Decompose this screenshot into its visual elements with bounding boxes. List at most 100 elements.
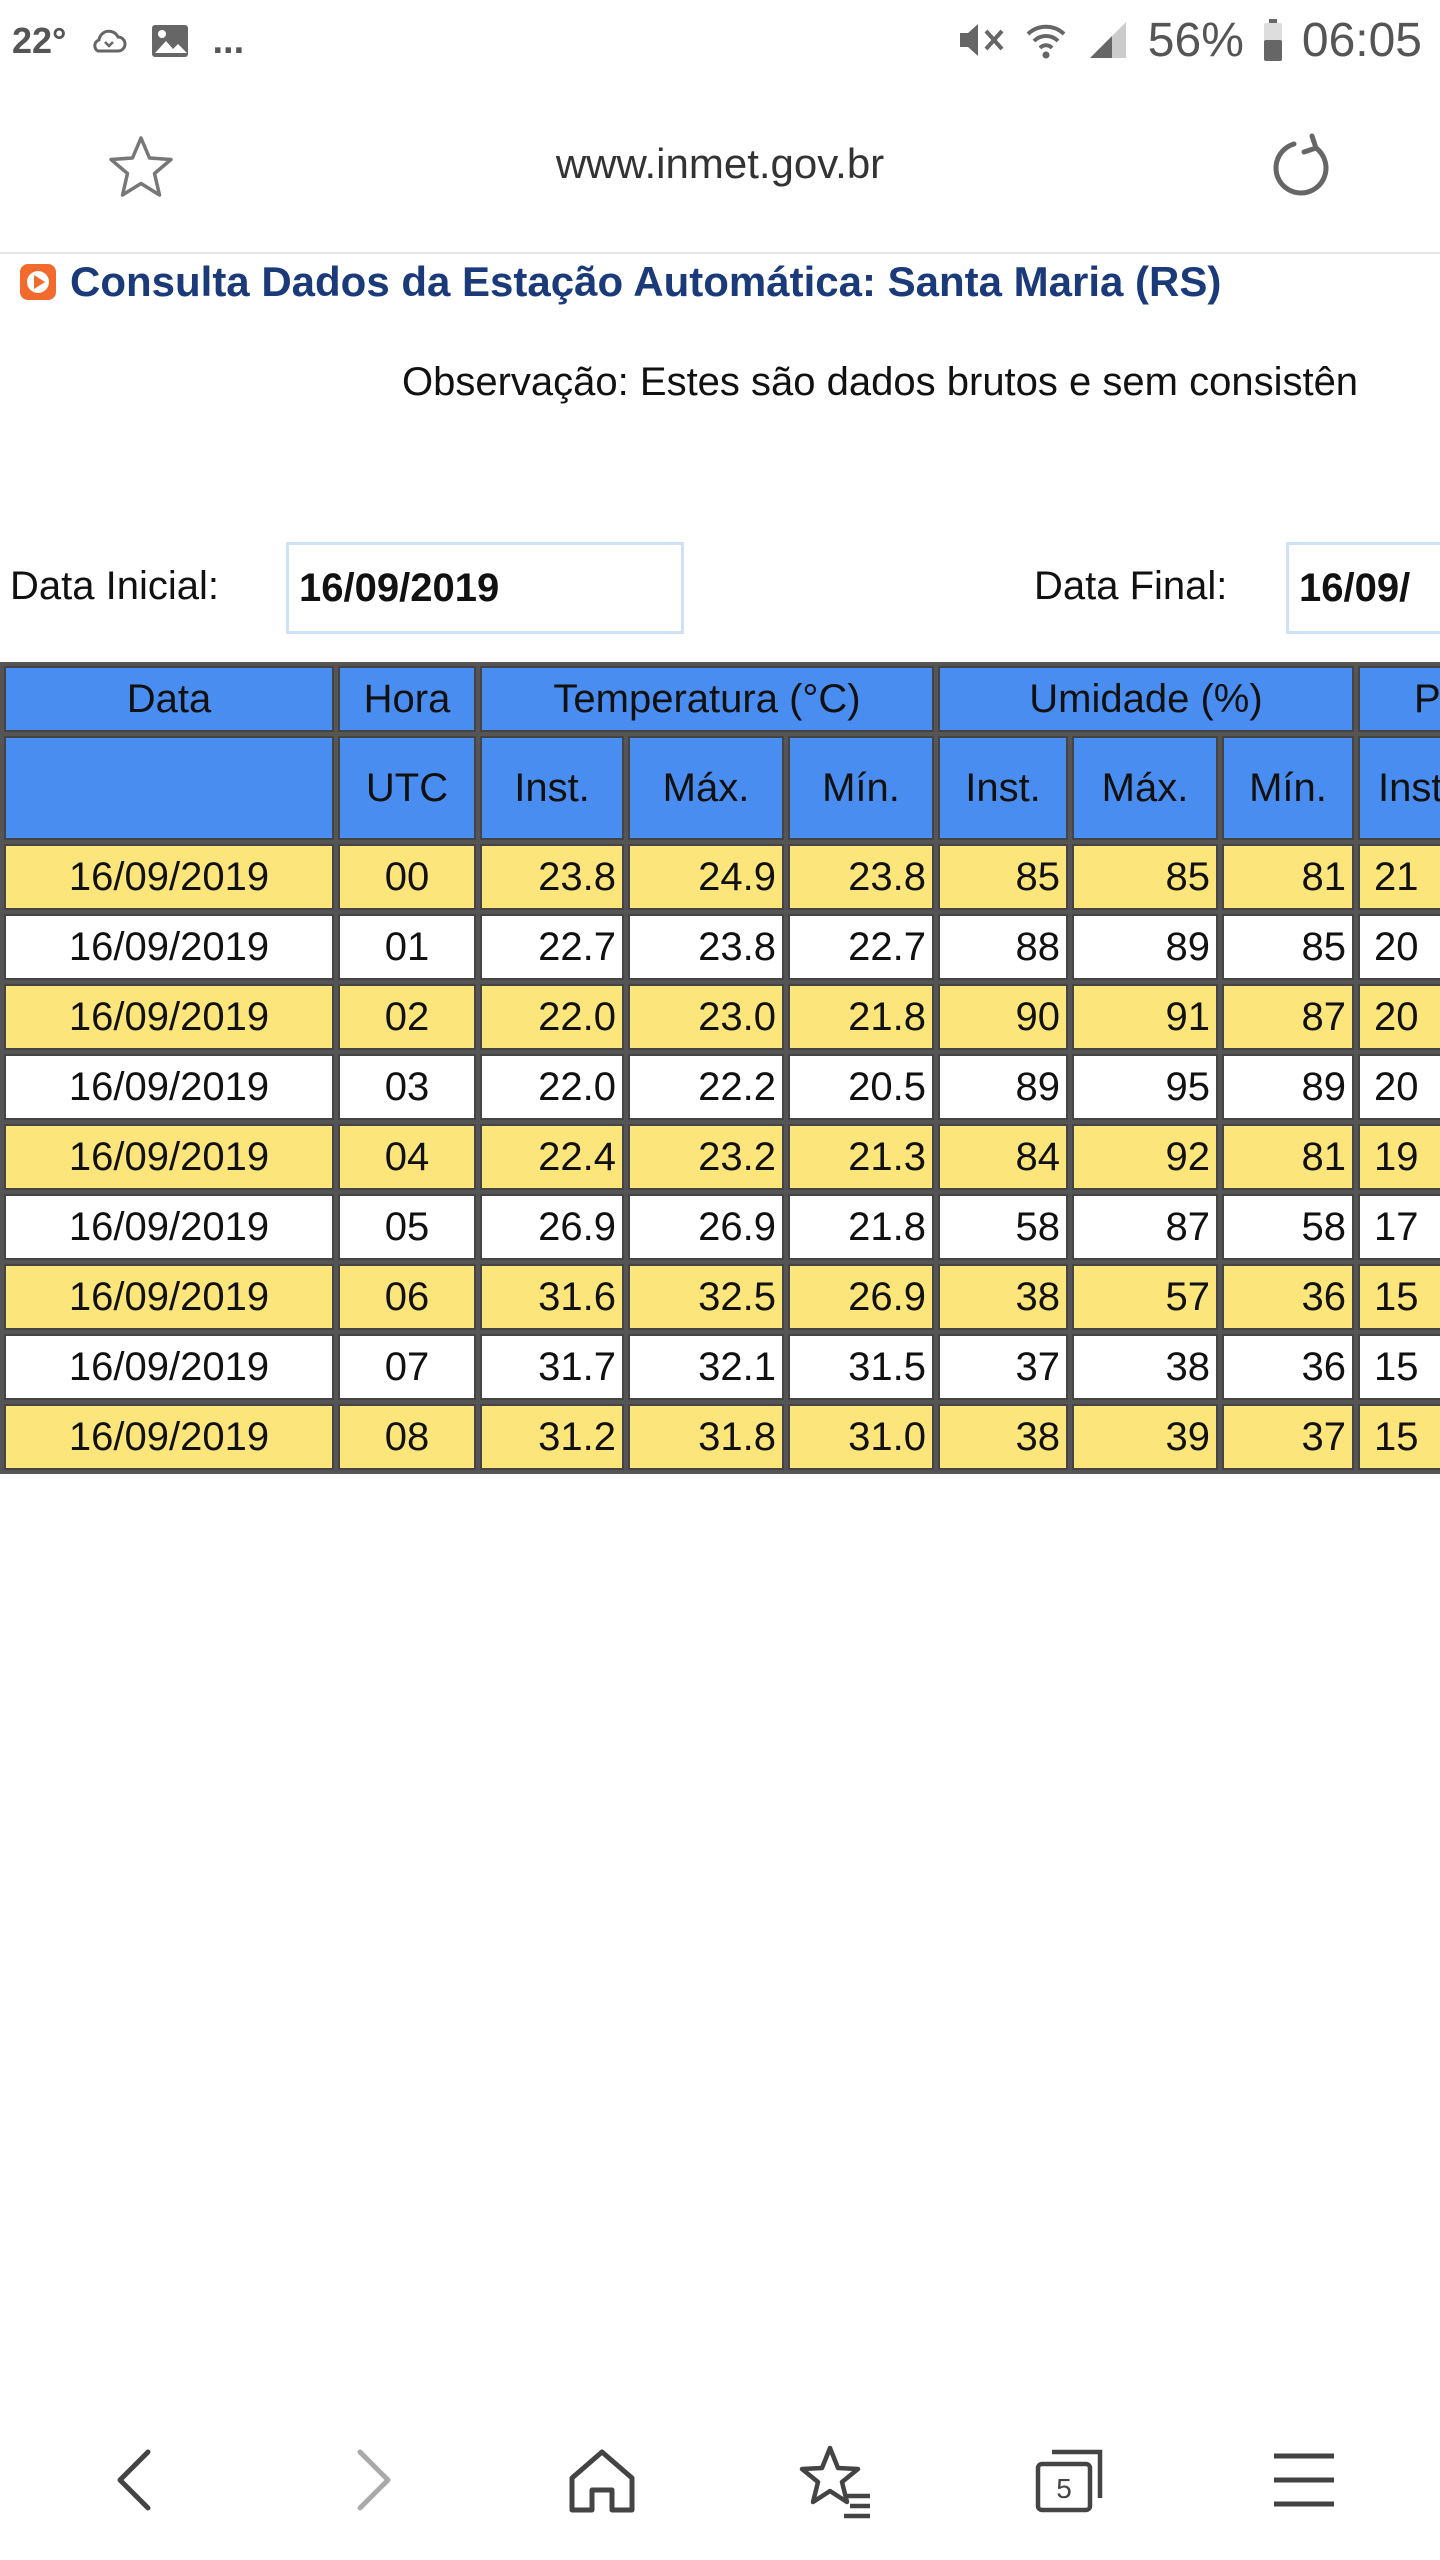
battery-percent: 56% — [1147, 13, 1244, 67]
cell-hora: 07 — [338, 1334, 476, 1400]
cloud-sync-icon — [88, 25, 128, 57]
cell-umid-max: 92 — [1072, 1124, 1218, 1190]
table-row: 16/09/2019 04 22.4 23.2 21.3 84 92 81 19 — [4, 1124, 1440, 1190]
cell-umid-min: 36 — [1222, 1334, 1354, 1400]
reload-icon[interactable] — [1264, 132, 1336, 204]
table-row: 16/09/2019 07 31.7 32.1 31.5 37 38 36 15 — [4, 1334, 1440, 1400]
data-table-container[interactable]: Data Hora Temperatura (°C) Umidade (%) P… — [0, 662, 1440, 1474]
cell-temp-min: 21.8 — [788, 1194, 934, 1260]
cell-hora: 05 — [338, 1194, 476, 1260]
cell-temp-max: 32.1 — [628, 1334, 784, 1400]
cell-umid-inst: 38 — [938, 1404, 1068, 1470]
cell-data: 16/09/2019 — [4, 1264, 334, 1330]
cell-p-inst: 21 — [1358, 844, 1440, 910]
cell-umid-inst: 90 — [938, 984, 1068, 1050]
cell-hora: 06 — [338, 1264, 476, 1330]
status-bar: 22° ... 56% 06:05 — [0, 0, 1440, 82]
web-page-content: Consulta Dados da Estação Automática: Sa… — [0, 252, 1440, 2372]
forward-icon[interactable] — [328, 2438, 412, 2522]
cell-umid-inst: 85 — [938, 844, 1068, 910]
signal-icon — [1086, 18, 1130, 62]
cell-umid-inst: 38 — [938, 1264, 1068, 1330]
cell-temp-min: 31.0 — [788, 1404, 934, 1470]
page-title-text: Consulta Dados da Estação Automática: Sa… — [70, 258, 1222, 305]
cell-temp-max: 32.5 — [628, 1264, 784, 1330]
weather-data-table: Data Hora Temperatura (°C) Umidade (%) P… — [0, 662, 1440, 1474]
page-title: Consulta Dados da Estação Automática: Sa… — [18, 252, 1221, 312]
cell-umid-max: 91 — [1072, 984, 1218, 1050]
cell-umid-min: 81 — [1222, 844, 1354, 910]
cell-p-inst: 20 — [1358, 1054, 1440, 1120]
battery-icon — [1262, 18, 1284, 62]
image-icon — [150, 23, 190, 59]
browser-bottom-toolbar: 5 — [0, 2392, 1440, 2560]
cell-p-inst: 15 — [1358, 1334, 1440, 1400]
cell-p-inst: 20 — [1358, 984, 1440, 1050]
table-row: 16/09/2019 03 22.0 22.2 20.5 89 95 89 20 — [4, 1054, 1440, 1120]
cell-umid-min: 85 — [1222, 914, 1354, 980]
cell-temp-inst: 26.9 — [480, 1194, 624, 1260]
subheader-temp-min: Mín. — [788, 736, 934, 840]
menu-icon[interactable] — [1262, 2438, 1346, 2522]
cell-hora: 01 — [338, 914, 476, 980]
table-row: 16/09/2019 01 22.7 23.8 22.7 88 89 85 20 — [4, 914, 1440, 980]
mute-vibrate-icon — [954, 17, 1006, 63]
cell-temp-inst: 22.4 — [480, 1124, 624, 1190]
bookmarks-icon[interactable] — [794, 2438, 878, 2522]
cell-temp-max: 31.8 — [628, 1404, 784, 1470]
subheader-empty — [4, 736, 334, 840]
cell-umid-max: 39 — [1072, 1404, 1218, 1470]
cell-data: 16/09/2019 — [4, 984, 334, 1050]
cell-temp-max: 24.9 — [628, 844, 784, 910]
back-icon[interactable] — [96, 2438, 180, 2522]
cell-umid-max: 85 — [1072, 844, 1218, 910]
cell-p-inst: 20 — [1358, 914, 1440, 980]
cell-umid-inst: 37 — [938, 1334, 1068, 1400]
subheader-temp-max: Máx. — [628, 736, 784, 840]
cell-p-inst: 15 — [1358, 1404, 1440, 1470]
cell-umid-min: 89 — [1222, 1054, 1354, 1120]
cell-umid-min: 87 — [1222, 984, 1354, 1050]
header-pressure-partial: P — [1358, 666, 1440, 732]
header-data: Data — [4, 666, 334, 732]
cell-temp-inst: 31.2 — [480, 1404, 624, 1470]
cell-hora: 04 — [338, 1124, 476, 1190]
cell-hora: 03 — [338, 1054, 476, 1120]
subheader-temp-inst: Inst. — [480, 736, 624, 840]
cell-temp-max: 23.8 — [628, 914, 784, 980]
bookmark-star-icon[interactable] — [105, 132, 177, 204]
cell-temp-inst: 22.0 — [480, 1054, 624, 1120]
cell-temp-min: 22.7 — [788, 914, 934, 980]
table-row: 16/09/2019 02 22.0 23.0 21.8 90 91 87 20 — [4, 984, 1440, 1050]
table-row: 16/09/2019 06 31.6 32.5 26.9 38 57 36 15 — [4, 1264, 1440, 1330]
cell-umid-min: 81 — [1222, 1124, 1354, 1190]
title-bullet-icon — [20, 264, 56, 300]
data-final-input[interactable]: 16/09/ — [1286, 542, 1440, 634]
cell-data: 16/09/2019 — [4, 1054, 334, 1120]
home-icon[interactable] — [560, 2438, 644, 2522]
cell-temp-inst: 31.7 — [480, 1334, 624, 1400]
more-notifications: ... — [212, 19, 245, 62]
subheader-umid-inst: Inst. — [938, 736, 1068, 840]
data-inicial-input[interactable]: 16/09/2019 — [286, 542, 684, 634]
subheader-umid-min: Mín. — [1222, 736, 1354, 840]
cell-umid-inst: 58 — [938, 1194, 1068, 1260]
cell-umid-inst: 89 — [938, 1054, 1068, 1120]
cell-data: 16/09/2019 — [4, 844, 334, 910]
cell-temp-inst: 22.7 — [480, 914, 624, 980]
table-row: 16/09/2019 05 26.9 26.9 21.8 58 87 58 17 — [4, 1194, 1440, 1260]
header-temperatura: Temperatura (°C) — [480, 666, 934, 732]
url-field[interactable]: www.inmet.gov.br — [555, 140, 885, 187]
cell-temp-min: 26.9 — [788, 1264, 934, 1330]
data-final-label: Data Final: — [1034, 564, 1228, 608]
wifi-icon — [1024, 18, 1068, 62]
cell-umid-max: 95 — [1072, 1054, 1218, 1120]
data-inicial-label: Data Inicial: — [10, 564, 219, 608]
tabs-icon[interactable]: 5 — [1028, 2438, 1112, 2522]
cell-temp-max: 26.9 — [628, 1194, 784, 1260]
cell-data: 16/09/2019 — [4, 1334, 334, 1400]
weather-temperature: 22° — [12, 20, 67, 61]
cell-temp-max: 23.2 — [628, 1124, 784, 1190]
cell-umid-max: 38 — [1072, 1334, 1218, 1400]
cell-umid-max: 87 — [1072, 1194, 1218, 1260]
